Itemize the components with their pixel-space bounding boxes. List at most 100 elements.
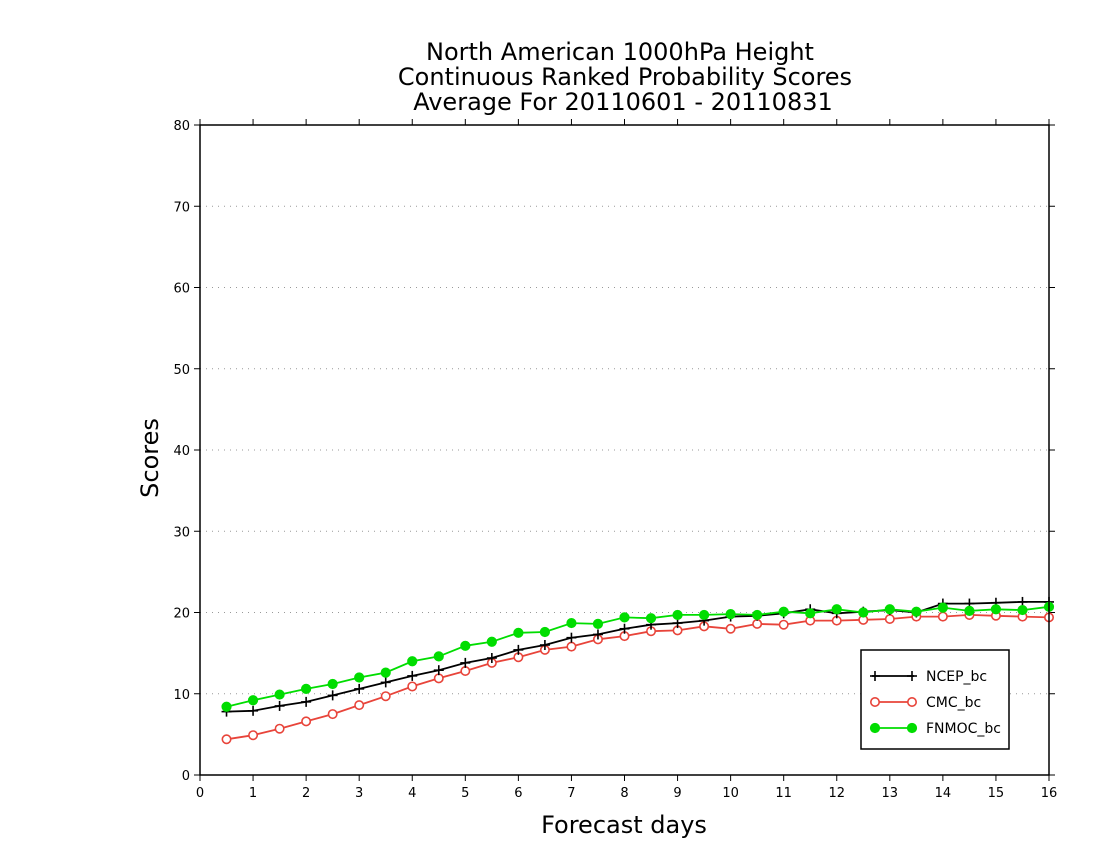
data-point-ncep-bc xyxy=(460,657,471,668)
data-point-cmc-bc xyxy=(460,665,471,676)
data-point-fnmoc-bc xyxy=(619,612,630,623)
data-point-ncep-bc xyxy=(619,623,630,634)
x-axis-label: Forecast days xyxy=(541,811,707,839)
x-tick-label: 7 xyxy=(567,786,575,801)
data-point-ncep-bc xyxy=(274,700,285,711)
legend-marker-left-ncep-bc xyxy=(870,671,880,681)
data-point-fnmoc-bc xyxy=(566,617,577,629)
data-point-fnmoc-bc xyxy=(301,683,312,694)
data-point-cmc-bc xyxy=(725,623,736,634)
x-tick-label: 13 xyxy=(882,786,899,801)
data-point-fnmoc-bc xyxy=(433,651,444,662)
legend-items: NCEP_bc CMC_bc FNMOC_bc xyxy=(869,669,1001,737)
data-point-fnmoc-bc xyxy=(911,606,922,617)
y-tick-label: 80 xyxy=(173,119,190,134)
data-point-cmc-bc xyxy=(752,618,763,629)
data-point-cmc-bc xyxy=(884,613,895,624)
legend-label-fnmoc-bc: FNMOC_bc xyxy=(926,721,1001,737)
data-point-fnmoc-bc xyxy=(486,636,497,647)
x-tick-label: 4 xyxy=(408,786,416,801)
data-point-fnmoc-bc xyxy=(990,604,1002,615)
data-point-fnmoc-bc xyxy=(380,667,391,678)
data-point-fnmoc-bc xyxy=(884,604,895,615)
legend-entry-ncep-bc: NCEP_bc xyxy=(870,669,987,685)
x-tick-label: 0 xyxy=(196,786,204,801)
x-tick-label: 11 xyxy=(775,786,792,801)
series-layer xyxy=(221,596,1055,745)
data-point-fnmoc-bc xyxy=(752,609,763,621)
y-tick-label: 40 xyxy=(173,444,190,459)
data-point-fnmoc-bc xyxy=(831,604,842,615)
x-tick-label: 10 xyxy=(722,786,739,801)
data-point-fnmoc-bc xyxy=(645,613,657,624)
chart-title-line-3: Average For 20110601 - 20110831 xyxy=(413,88,833,116)
legend-entry-fnmoc-bc: FNMOC_bc xyxy=(869,721,1001,737)
data-point-fnmoc-bc xyxy=(513,627,524,638)
x-tick-label: 16 xyxy=(1041,786,1058,801)
data-point-fnmoc-bc xyxy=(460,640,471,651)
data-point-fnmoc-bc xyxy=(698,609,710,621)
data-point-ncep-bc xyxy=(539,640,550,650)
data-point-fnmoc-bc xyxy=(672,609,683,621)
data-point-cmc-bc xyxy=(221,734,232,745)
y-tick-label: 0 xyxy=(182,769,190,784)
x-tick-label: 14 xyxy=(935,786,952,801)
x-tick-label: 2 xyxy=(302,786,310,801)
y-tick-label: 50 xyxy=(173,363,190,378)
data-point-fnmoc-bc xyxy=(221,701,232,712)
data-point-ncep-bc xyxy=(566,632,577,643)
data-point-fnmoc-bc xyxy=(592,618,604,629)
y-tick-label: 20 xyxy=(173,607,190,622)
legend-marker-right-fnmoc-bc xyxy=(906,722,918,734)
data-point-cmc-bc xyxy=(937,611,948,622)
data-point-ncep-bc xyxy=(327,690,338,701)
data-point-ncep-bc xyxy=(592,629,603,640)
y-tick-label: 60 xyxy=(173,282,190,297)
data-point-fnmoc-bc xyxy=(805,608,816,619)
data-point-fnmoc-bc xyxy=(964,605,975,616)
data-point-ncep-bc xyxy=(380,677,391,688)
legend-marker-right-ncep-bc xyxy=(907,671,917,681)
x-tick-label: 6 xyxy=(514,786,522,801)
legend-marker-left-cmc-bc xyxy=(869,696,880,707)
chart-title-line-2: Continuous Ranked Probability Scores xyxy=(398,63,852,91)
data-point-fnmoc-bc xyxy=(858,607,869,618)
data-point-cmc-bc xyxy=(778,619,789,630)
data-point-ncep-bc xyxy=(513,644,524,655)
x-tick-label: 3 xyxy=(355,786,363,801)
data-point-cmc-bc xyxy=(248,730,259,741)
data-point-cmc-bc xyxy=(566,641,577,652)
data-point-ncep-bc xyxy=(354,683,365,694)
legend-label-ncep-bc: NCEP_bc xyxy=(926,669,987,685)
y-tick-label: 10 xyxy=(173,688,190,703)
series-fnmoc-bc xyxy=(221,601,1055,712)
data-point-cmc-bc xyxy=(380,691,391,702)
legend-box xyxy=(860,649,1010,750)
y-axis-label: Scores xyxy=(136,418,164,498)
data-point-ncep-bc xyxy=(486,653,497,663)
chart-title-line-1: North American 1000hPa Height xyxy=(426,38,814,66)
data-point-fnmoc-bc xyxy=(937,602,948,613)
data-point-fnmoc-bc xyxy=(725,609,736,620)
plot-frame xyxy=(199,124,1050,776)
x-tick-label: 1 xyxy=(249,786,257,801)
y-tick-label: 70 xyxy=(173,200,190,215)
data-point-cmc-bc xyxy=(274,723,285,734)
legend-label-cmc-bc: CMC_bc xyxy=(926,695,981,711)
data-point-fnmoc-bc xyxy=(354,672,365,683)
x-tick-label: 5 xyxy=(461,786,469,801)
data-point-cmc-bc xyxy=(433,673,444,684)
data-point-cmc-bc xyxy=(301,716,312,727)
legend-entry-cmc-bc: CMC_bc xyxy=(869,695,981,711)
data-point-fnmoc-bc xyxy=(247,695,259,706)
data-point-ncep-bc xyxy=(433,665,444,676)
data-point-fnmoc-bc xyxy=(327,678,338,690)
data-point-cmc-bc xyxy=(327,709,338,720)
data-point-cmc-bc xyxy=(407,681,418,692)
data-point-fnmoc-bc xyxy=(539,626,551,638)
data-point-cmc-bc xyxy=(354,700,365,711)
data-point-fnmoc-bc xyxy=(274,689,285,700)
